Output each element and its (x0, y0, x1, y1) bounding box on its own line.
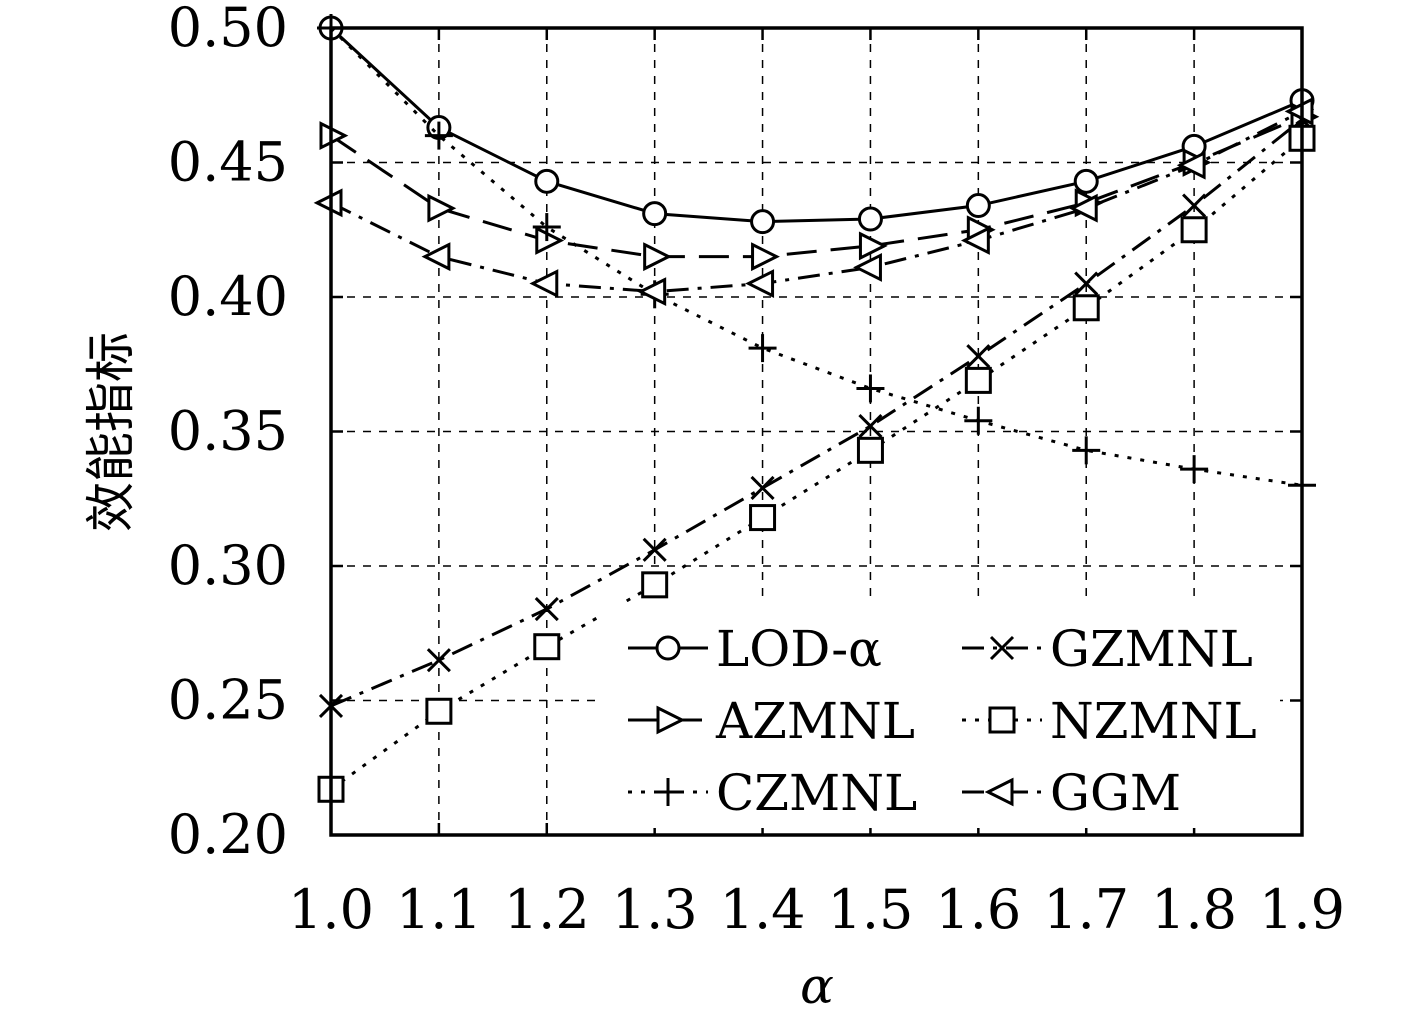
data-point (745, 269, 775, 298)
series-ggm (313, 96, 1314, 307)
data-point (858, 414, 883, 439)
data-point (642, 201, 668, 227)
series-line (330, 115, 1303, 259)
series-line (330, 110, 1303, 294)
data-point (425, 697, 453, 725)
legend-label: NZMNL (1050, 692, 1257, 750)
data-point (641, 571, 669, 599)
y-tick-label: 0.30 (168, 534, 288, 597)
data-point (960, 226, 990, 255)
legend-item: LOD-α (628, 620, 882, 678)
y-tick-label: 0.50 (168, 0, 288, 59)
data-point (1180, 455, 1209, 484)
legend-marker (656, 705, 686, 735)
data-point (1073, 168, 1099, 194)
y-tick-label: 0.35 (168, 400, 288, 463)
legend-item: NZMNL (962, 692, 1257, 750)
legend-label: GGM (1050, 764, 1181, 822)
data-point (533, 633, 561, 661)
data-point (1072, 436, 1101, 465)
data-point (535, 226, 565, 255)
data-point (1074, 271, 1099, 296)
data-point (856, 436, 884, 464)
data-point (856, 374, 885, 403)
data-point (858, 231, 888, 261)
x-axis-label: α (800, 957, 834, 1009)
x-tick-label: 1.8 (1151, 878, 1237, 941)
series-nzmnl (317, 124, 1316, 803)
legend-item: GZMNL (962, 620, 1253, 678)
data-point (637, 277, 667, 307)
series-line (330, 118, 1303, 708)
x-tick-label: 1.2 (504, 878, 590, 941)
data-point (857, 206, 883, 232)
x-tick-label: 1.3 (612, 878, 698, 941)
x-tick-label: 1.0 (288, 878, 374, 941)
data-point (534, 168, 560, 194)
data-point (427, 193, 457, 223)
data-point (750, 475, 775, 501)
legend: LOD-α AZMNL CZMNL GZMNL NZMNL GGM (600, 602, 1280, 828)
legend-marker (988, 706, 1016, 734)
data-point (751, 242, 780, 272)
y-tick-label: 0.25 (168, 669, 288, 732)
legend-background (600, 602, 1280, 828)
data-point (313, 188, 343, 218)
data-point (319, 121, 349, 151)
x-tick-label: 1.6 (935, 878, 1021, 941)
y-tick-label: 0.20 (168, 803, 288, 866)
series-line (329, 26, 1303, 487)
data-point (421, 242, 451, 272)
data-point (534, 596, 559, 622)
legend-label: CZMNL (716, 764, 917, 822)
data-point (1180, 216, 1208, 244)
legend-marker (655, 635, 681, 661)
data-point (1068, 193, 1098, 223)
legend-label: GZMNL (1050, 620, 1253, 678)
data-point (1072, 294, 1100, 322)
legend-label: LOD-α (716, 620, 882, 678)
x-tick-label: 1.9 (1259, 878, 1345, 941)
legend-item: CZMNL (628, 764, 917, 822)
data-point (1176, 150, 1206, 180)
y-axis-label: 效能指标 (82, 332, 140, 532)
data-point (643, 242, 673, 272)
x-tick-label: 1.4 (720, 878, 806, 941)
data-point (1284, 96, 1314, 126)
data-point (529, 269, 559, 298)
data-point (642, 537, 667, 562)
series-lod (318, 15, 1315, 235)
data-point (426, 648, 451, 673)
data-point (750, 209, 776, 235)
data-point (965, 193, 991, 219)
data-point (964, 366, 992, 394)
legend-item: AZMNL (628, 692, 915, 750)
axes: 1.0 1.1 1.2 1.3 1.4 1.5 1.6 1.7 1.8 1.9 0.20 0.25 0.… (168, 0, 1345, 941)
series-line (330, 137, 1303, 791)
x-tick-label: 1.7 (1043, 878, 1129, 941)
data-point (532, 213, 561, 242)
series-line (329, 26, 1303, 224)
legend-item: GGM (962, 764, 1181, 822)
data-point (853, 252, 882, 282)
x-tick-label: 1.5 (827, 878, 913, 941)
legend-marker (989, 635, 1015, 661)
legend-marker (654, 778, 682, 806)
data-point (966, 344, 991, 369)
series-czmnl (317, 14, 1316, 500)
x-tick-label: 1.1 (396, 878, 482, 941)
data-point (748, 334, 777, 363)
legend-marker (984, 777, 1014, 807)
data-point (1182, 193, 1207, 218)
data-point (424, 121, 453, 150)
data-point (964, 406, 993, 435)
y-tick-label: 0.45 (168, 131, 288, 194)
data-point (749, 504, 777, 532)
legend-label: AZMNL (715, 692, 915, 750)
y-tick-label: 0.40 (168, 265, 288, 328)
series-azmnl (319, 102, 1320, 272)
